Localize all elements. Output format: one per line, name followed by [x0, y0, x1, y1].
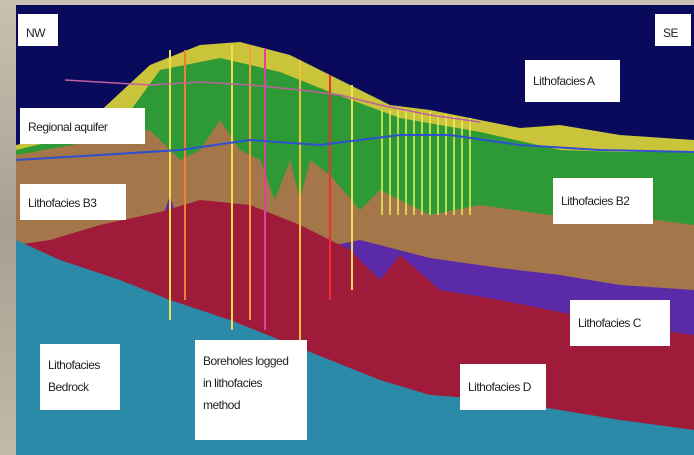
label-se: SE	[655, 14, 691, 46]
label-nw: NW	[18, 14, 58, 46]
borehole-curtain	[381, 110, 471, 215]
label-lithofacies-a: Lithofacies A	[525, 60, 620, 102]
label-line: Bedrock	[48, 380, 89, 394]
label-lithofacies-c: Lithofacies C	[570, 300, 670, 346]
label-lithofacies-d: Lithofacies D	[460, 364, 546, 410]
label-lithofacies-b2: Lithofacies B2	[553, 178, 653, 224]
label-line: Lithofacies	[48, 358, 100, 372]
label-regional-aquifer: Regional aquifer	[20, 108, 145, 144]
boreholes	[169, 45, 353, 340]
aquifer-line	[15, 134, 694, 161]
label-line: Boreholes logged	[203, 354, 289, 368]
label-lithofacies-b3: Lithofacies B3	[20, 184, 126, 220]
label-boreholes: Boreholes logged in lithofacies method	[195, 340, 307, 440]
label-line: in lithofacies	[203, 376, 263, 390]
label-line: method	[203, 398, 241, 412]
layer-bedrock	[16, 240, 694, 455]
surface-line	[64, 79, 481, 123]
label-bedrock: Lithofacies Bedrock	[40, 344, 120, 410]
